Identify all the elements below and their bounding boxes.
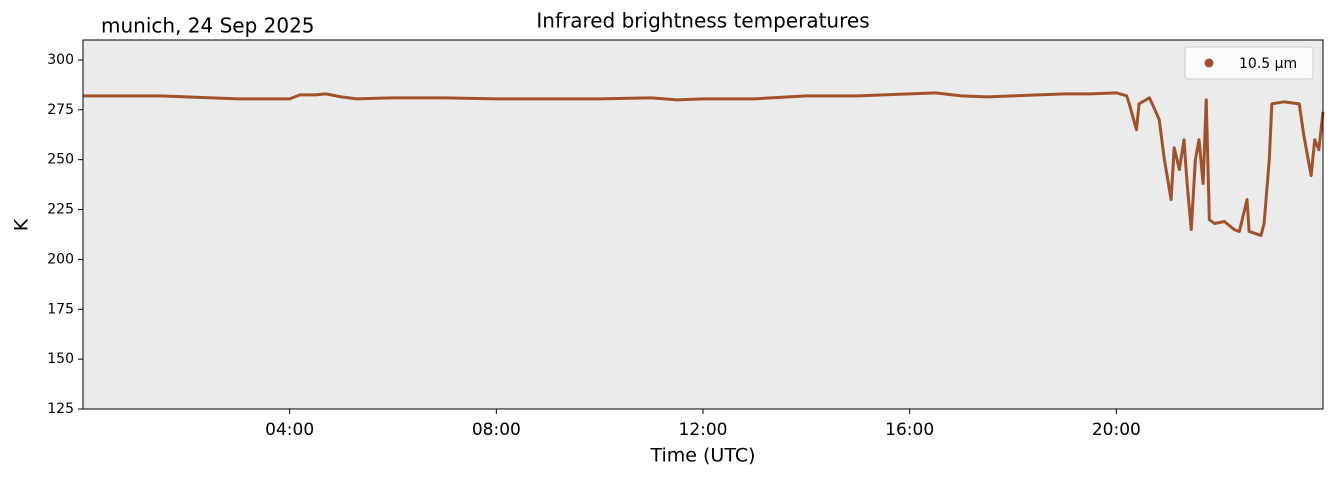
y-tick-label: 125 [47, 401, 74, 417]
y-tick-label: 150 [47, 351, 74, 367]
y-tick-label: 175 [47, 301, 74, 317]
plot-frame [82, 39, 1324, 410]
plot-area [83, 40, 1323, 409]
x-tick-label: 16:00 [885, 420, 934, 440]
legend-box [1184, 46, 1314, 80]
x-axis-label: Time (UTC) [649, 445, 755, 467]
chart-title: Infrared brightness temperatures [536, 9, 869, 33]
chart-subtitle: munich, 24 Sep 2025 [101, 14, 315, 38]
legend-label: 10.5 µm [1239, 56, 1297, 72]
x-tick-label: 04:00 [265, 420, 314, 440]
y-tick-label: 275 [47, 102, 74, 118]
y-axis-label: K [11, 218, 33, 231]
y-tick-label: 225 [47, 202, 74, 218]
x-tick-label: 20:00 [1092, 420, 1141, 440]
y-tick-label: 200 [47, 251, 74, 267]
x-tick-label: 08:00 [472, 420, 521, 440]
data-line [83, 91, 1325, 237]
x-tick-label: 12:00 [679, 420, 728, 440]
y-tick-label: 250 [47, 152, 74, 168]
y-tick-label: 300 [47, 52, 74, 68]
legend-marker [1204, 58, 1214, 68]
